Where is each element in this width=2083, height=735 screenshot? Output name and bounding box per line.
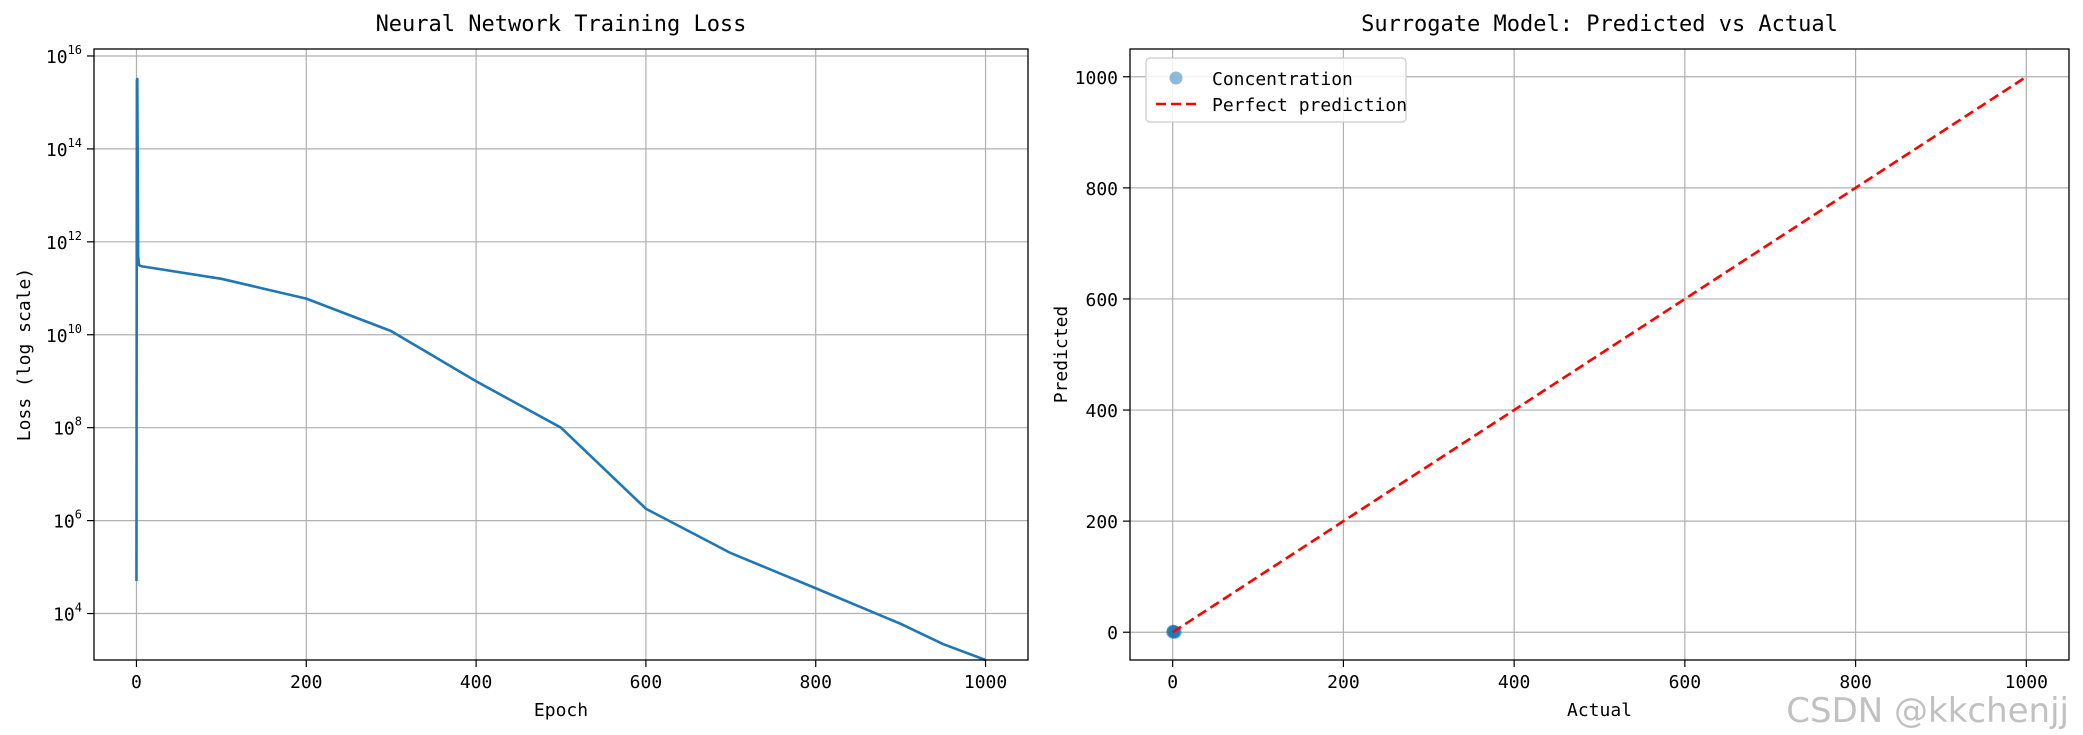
y-tick-label: 0: [1107, 623, 1118, 644]
x-tick-label: 800: [1839, 672, 1872, 693]
y-tick-label: 1014: [46, 136, 82, 161]
x-tick-label: 1000: [2005, 672, 2048, 693]
legend-label-perfect-prediction: Perfect prediction: [1212, 95, 1407, 116]
x-tick-label: 0: [1167, 672, 1178, 693]
y-tick-label: 1016: [46, 43, 82, 68]
legend-marker-concentration: [1169, 71, 1183, 85]
chart-2-surrogate-plot: 0 200 400 600 800 1000 0 200 400 600 800 1000 Surrog…: [1051, 12, 2070, 721]
x-tick-label: 600: [1669, 672, 1702, 693]
axes-frame: [93, 48, 1029, 661]
legend: Concentration Perfect prediction: [1145, 57, 1407, 123]
y-tick-label: 104: [53, 601, 82, 626]
y-tick-label: 800: [1085, 179, 1118, 200]
y-tick-label: 200: [1085, 512, 1118, 533]
x-tick-label: 400: [1498, 672, 1531, 693]
loss-curve: [135, 77, 987, 662]
x-axis-label: Epoch: [534, 700, 588, 721]
y-tick-label: 108: [53, 415, 82, 440]
y-axis-label: Loss (log scale): [14, 268, 35, 441]
x-axis-label: Actual: [1567, 700, 1632, 721]
x-tick-label: 200: [1327, 672, 1360, 693]
y-axis-label: Predicted: [1051, 306, 1072, 404]
chart-1-loss-plot: 0 200 400 600 800 1000 104 106 108 1010 1012 1014 10…: [14, 12, 1029, 721]
axes-frame: [1129, 48, 2070, 661]
x-tick-label: 1000: [964, 672, 1007, 693]
chart-title: Surrogate Model: Predicted vs Actual: [1361, 12, 1838, 37]
y-tick-label: 1012: [46, 229, 82, 254]
legend-label-concentration: Concentration: [1212, 69, 1353, 90]
x-tick-label: 800: [799, 672, 832, 693]
perfect-prediction-line: [1171, 75, 2028, 634]
y-tick-label: 1010: [46, 322, 82, 347]
legend-box: [1145, 57, 1407, 123]
y-tick-label: 400: [1085, 401, 1118, 422]
x-tick-label: 200: [290, 672, 323, 693]
y-tick-label: 1000: [1075, 68, 1118, 89]
y-tick-label: 600: [1085, 290, 1118, 311]
chart-title: Neural Network Training Loss: [376, 12, 747, 37]
y-tick-label: 106: [53, 508, 82, 533]
x-tick-label: 600: [630, 672, 663, 693]
watermark-text: CSDN @kkchenjj: [1786, 691, 2069, 731]
x-tick-label: 0: [131, 672, 142, 693]
x-tick-label: 400: [460, 672, 493, 693]
